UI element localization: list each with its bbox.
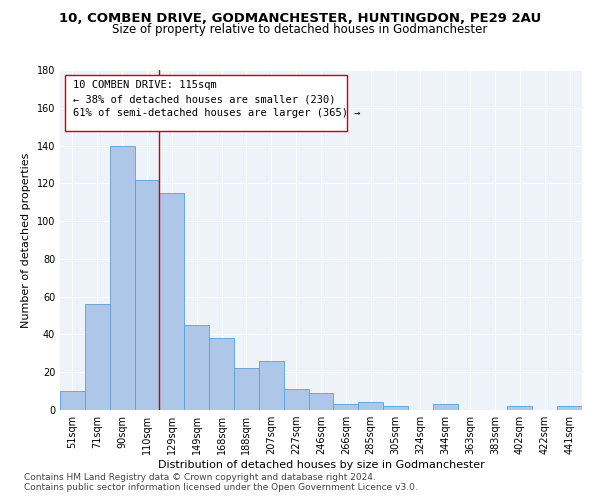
Bar: [308, 393, 334, 410]
Bar: [184, 325, 209, 410]
Bar: [557, 406, 582, 410]
Text: 10, COMBEN DRIVE, GODMANCHESTER, HUNTINGDON, PE29 2AU: 10, COMBEN DRIVE, GODMANCHESTER, HUNTING…: [59, 12, 541, 26]
Text: Contains public sector information licensed under the Open Government Licence v3: Contains public sector information licen…: [24, 482, 418, 492]
FancyBboxPatch shape: [65, 75, 347, 131]
Bar: [259, 361, 284, 410]
Bar: [234, 368, 259, 410]
Bar: [383, 406, 408, 410]
Bar: [110, 146, 134, 410]
Bar: [60, 391, 85, 410]
Bar: [358, 402, 383, 410]
Bar: [209, 338, 234, 410]
X-axis label: Distribution of detached houses by size in Godmanchester: Distribution of detached houses by size …: [158, 460, 484, 470]
Bar: [508, 406, 532, 410]
Y-axis label: Number of detached properties: Number of detached properties: [21, 152, 31, 328]
Bar: [85, 304, 110, 410]
Bar: [334, 404, 358, 410]
Text: 10 COMBEN DRIVE: 115sqm
← 38% of detached houses are smaller (230)
61% of semi-d: 10 COMBEN DRIVE: 115sqm ← 38% of detache…: [73, 80, 361, 118]
Bar: [284, 389, 308, 410]
Bar: [134, 180, 160, 410]
Text: Contains HM Land Registry data © Crown copyright and database right 2024.: Contains HM Land Registry data © Crown c…: [24, 472, 376, 482]
Text: Size of property relative to detached houses in Godmanchester: Size of property relative to detached ho…: [112, 22, 488, 36]
Bar: [160, 193, 184, 410]
Bar: [433, 404, 458, 410]
